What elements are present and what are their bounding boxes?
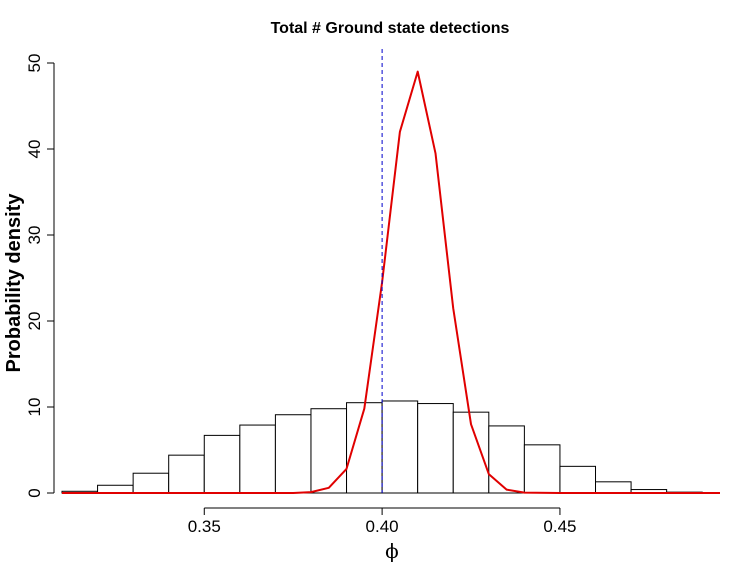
histogram-bar (97, 484, 134, 494)
x-axis-label: ϕ (385, 539, 399, 563)
chart-title: Total # Ground state detections (271, 20, 510, 37)
histogram-bar (595, 481, 632, 494)
histogram-bars (61, 400, 703, 494)
histogram-bar (381, 400, 419, 494)
density-curves (62, 49, 720, 494)
histogram-bar (559, 465, 597, 494)
y-tick-label: 0 (25, 488, 44, 497)
histogram-bar (488, 425, 525, 494)
histogram-bar (523, 444, 561, 494)
y-tick-label: 10 (25, 398, 44, 417)
x-tick-label: 0.45 (543, 517, 576, 536)
x-tick-label: 0.40 (366, 517, 399, 536)
histogram-bar (417, 403, 454, 494)
histogram-bar (168, 454, 205, 494)
axes: 0 10 20 30 40 50 0.35 0.40 0.45 (25, 54, 576, 536)
y-tick-label: 50 (25, 54, 44, 73)
histogram-bar (239, 424, 276, 494)
y-tick-label: 40 (25, 140, 44, 159)
histogram-bar (132, 472, 170, 494)
density-curve (62, 70, 720, 494)
histogram-bar (274, 414, 312, 494)
y-tick-label: 20 (25, 312, 44, 331)
histogram-bar (203, 434, 241, 494)
histogram-bar (310, 408, 348, 494)
y-axis-label: Probability density (3, 193, 25, 373)
x-tick-label: 0.35 (188, 517, 221, 536)
y-tick-label: 30 (25, 226, 44, 245)
